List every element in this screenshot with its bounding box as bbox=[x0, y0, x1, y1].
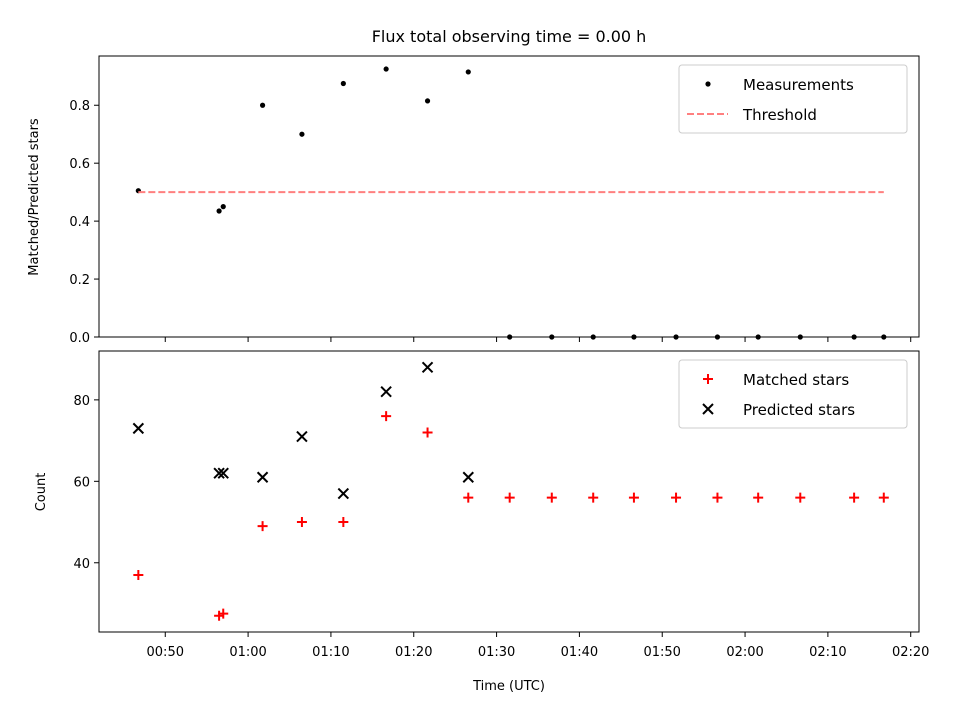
x-tick-label: 01:10 bbox=[312, 645, 349, 660]
matched-star-marker bbox=[422, 427, 433, 438]
measurement-point bbox=[383, 66, 389, 72]
matched-star-marker bbox=[546, 492, 557, 503]
matched-star-marker bbox=[338, 517, 349, 528]
legend-predicted-swatch bbox=[702, 403, 714, 415]
legend-label: Threshold bbox=[742, 106, 817, 124]
y-tick-label: 0.2 bbox=[69, 273, 90, 288]
predicted-star-marker bbox=[462, 471, 474, 483]
legend-matched-swatch bbox=[703, 374, 713, 384]
matched-star-marker bbox=[133, 569, 144, 580]
ratio-plot-area: 0.0 0.2 0.4 0.6 0.8 Measurements Threshold bbox=[69, 64, 912, 346]
count-plot-area: 40 60 80 00:50 01:00 01:10 01:20 01:30 01:40 01:5… bbox=[73, 359, 929, 660]
x-tick-label: 01:30 bbox=[478, 645, 515, 660]
y-axis-label: Matched/Predicted stars bbox=[27, 118, 42, 276]
y-tick-label: 0.8 bbox=[69, 99, 90, 114]
predicted-star-marker bbox=[256, 471, 269, 483]
ratio-plot-frame bbox=[98, 55, 920, 338]
x-tick-label: 02:20 bbox=[892, 645, 929, 660]
matched-star-marker bbox=[671, 492, 682, 503]
count-panel: Count Time (UTC) 40 60 80 00:50 01:00 01:10 01… bbox=[34, 350, 929, 694]
x-tick-label: 00:50 bbox=[147, 645, 184, 660]
measurement-point bbox=[259, 102, 266, 108]
legend-box bbox=[678, 359, 908, 429]
predicted-star-marker bbox=[296, 430, 308, 443]
matched-star-marker bbox=[849, 492, 860, 503]
y-tick-label: 80 bbox=[73, 394, 90, 409]
legend-label: Predicted stars bbox=[743, 401, 855, 419]
ratio-panel: Flux total observing time = 0.00 h Match… bbox=[27, 27, 920, 346]
count-plot-frame bbox=[98, 350, 920, 633]
measurement-point bbox=[340, 80, 346, 87]
matched-star-marker bbox=[753, 492, 764, 503]
y-tick-label: 0.4 bbox=[69, 215, 90, 230]
y-axis-label: Count bbox=[34, 473, 49, 512]
measurement-point bbox=[216, 208, 222, 214]
legend: Matched stars Predicted stars bbox=[678, 359, 908, 429]
matched-star-marker bbox=[504, 492, 515, 503]
matched-star-marker bbox=[878, 492, 889, 503]
legend-label: Matched stars bbox=[743, 371, 849, 389]
y-tick-label: 0.0 bbox=[69, 331, 90, 346]
matched-star-marker bbox=[712, 492, 723, 503]
predicted-star-marker bbox=[421, 361, 434, 373]
legend-box bbox=[678, 64, 908, 134]
predicted-star-marker bbox=[132, 422, 145, 435]
predicted-star-marker bbox=[213, 467, 225, 479]
x-tick-label: 01:00 bbox=[229, 645, 266, 660]
measurement-point bbox=[220, 204, 226, 210]
chart-title: Flux total observing time = 0.00 h bbox=[372, 27, 647, 46]
legend-label: Measurements bbox=[743, 76, 854, 94]
legend: Measurements Threshold bbox=[678, 64, 908, 134]
measurement-point bbox=[465, 69, 471, 75]
legend-measurement-swatch bbox=[705, 81, 711, 87]
predicted-star-marker bbox=[337, 487, 350, 500]
x-tick-label: 02:10 bbox=[809, 645, 846, 660]
predicted-star-marker bbox=[217, 467, 229, 479]
matched-star-marker bbox=[628, 492, 639, 503]
measurement-point bbox=[424, 98, 431, 104]
measurement-point bbox=[299, 131, 305, 137]
matched-star-marker bbox=[296, 517, 307, 528]
y-tick-label: 60 bbox=[73, 475, 90, 490]
x-tick-label: 02:00 bbox=[726, 645, 763, 660]
x-tick-label: 01:20 bbox=[395, 645, 432, 660]
x-axis-label: Time (UTC) bbox=[472, 679, 545, 694]
y-tick-label: 40 bbox=[73, 557, 90, 572]
matched-star-marker bbox=[795, 492, 806, 503]
matched-star-marker bbox=[381, 411, 392, 422]
matched-star-marker bbox=[257, 521, 268, 532]
x-tick-label: 01:40 bbox=[561, 645, 598, 660]
matched-star-marker bbox=[463, 492, 474, 503]
matched-star-marker bbox=[588, 492, 599, 503]
predicted-star-marker bbox=[380, 386, 392, 398]
matched-star-marker bbox=[218, 608, 229, 619]
y-tick-label: 0.6 bbox=[69, 157, 90, 172]
x-tick-label: 01:50 bbox=[643, 645, 680, 660]
